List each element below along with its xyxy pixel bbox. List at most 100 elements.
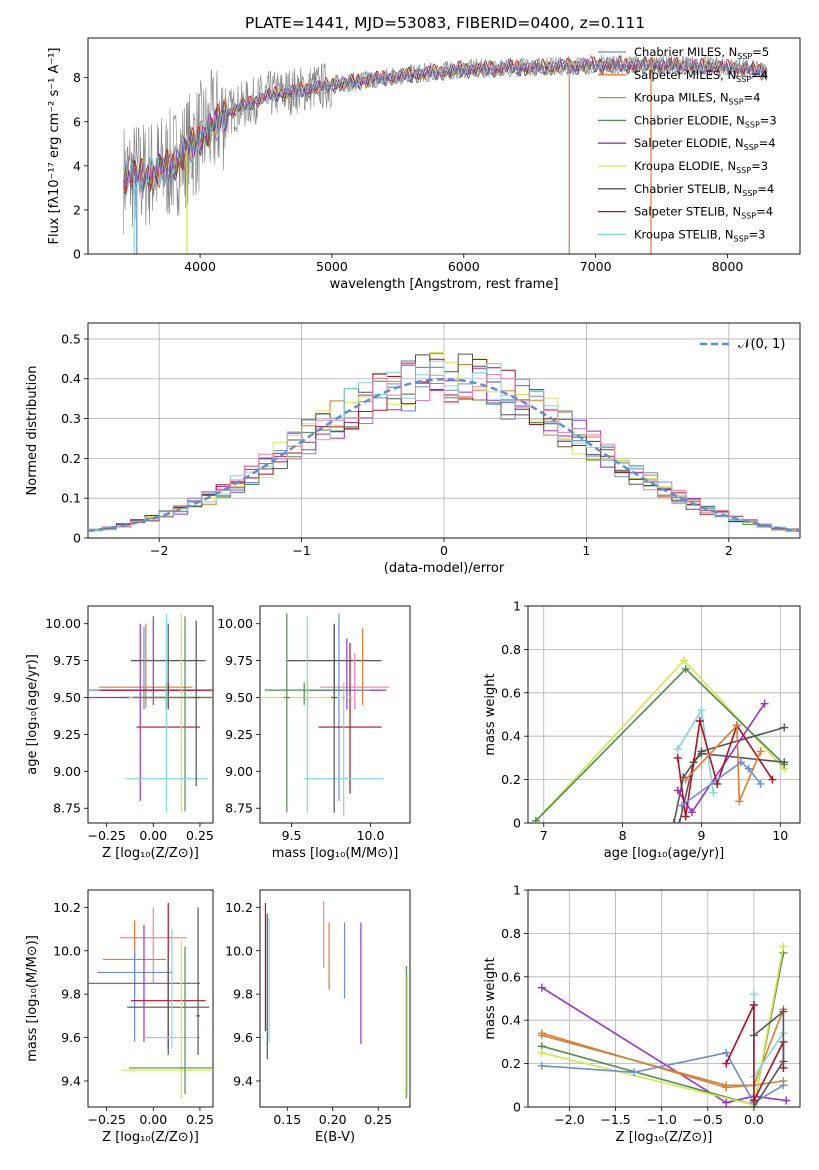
y-tick-label: 6 xyxy=(73,114,81,129)
mass-weight-marker xyxy=(537,1061,546,1070)
y-tick-label: 8.75 xyxy=(53,801,81,816)
legend-sub: SSP xyxy=(737,52,752,61)
legend-entry: Kroupa STELIB, NSSP=3 xyxy=(634,227,765,243)
chart-mass_vs_ebv: 0.15 0.20 0.25 9.4 9.6 9.8 10.0 10.2 E(B-V) xyxy=(225,889,411,1145)
x-tick-label: 5000 xyxy=(316,259,348,274)
chart-age_vs_mass: 9.5 10.0 8.75 9.00 9.25 9.50 9.75 10.00 mass [lo… xyxy=(217,605,411,861)
legend-entry: Salpeter STELIB, NSSP=4 xyxy=(634,205,773,221)
y-axis-label: mass weight xyxy=(483,957,498,1039)
figure-title: PLATE=1441, MJD=53083, FIBERID=0400, z=0… xyxy=(245,14,645,32)
y-tick-label: 9.4 xyxy=(233,1073,253,1088)
mass-weight-marker xyxy=(673,753,682,762)
legend-tail: =3 xyxy=(751,159,768,173)
y-tick-label: 1 xyxy=(513,883,521,898)
mass-weight-marker xyxy=(630,1068,639,1077)
legend-entry: Kroupa ELODIE, NSSP=3 xyxy=(634,159,768,175)
mass-weight-marker xyxy=(537,983,546,992)
mass-weight-marker xyxy=(735,797,744,806)
legend-entry: Salpeter ELODIE, NSSP=4 xyxy=(634,136,776,152)
mass-weight-line xyxy=(685,723,762,802)
x-tick-label: 2 xyxy=(725,543,733,558)
mass-weight-marker xyxy=(695,717,704,726)
mass-weight-marker xyxy=(713,779,722,788)
axes-frame xyxy=(527,889,801,1108)
mass-weight-line xyxy=(541,946,785,1106)
x-tick-label: 0.25 xyxy=(364,1112,392,1127)
mass-weight-marker xyxy=(537,1048,546,1057)
x-axis-label: wavelength [Angstrom, rest frame] xyxy=(330,277,559,292)
y-tick-label: 0.4 xyxy=(61,371,81,386)
legend-entry: Salpeter MILES, NSSP=4 xyxy=(634,68,768,84)
y-tick-label: 8 xyxy=(73,70,81,85)
y-tick-label: 0.1 xyxy=(61,491,81,506)
mass-weight-line xyxy=(541,1034,784,1087)
y-tick-label: 0.2 xyxy=(501,772,521,787)
x-tick-label: 4000 xyxy=(184,259,216,274)
mass-weight-marker xyxy=(677,801,686,810)
legend-entry: Chabrier STELIB, NSSP=4 xyxy=(634,182,774,198)
y-tick-label: 0 xyxy=(513,1100,521,1115)
y-tick-label: 0.2 xyxy=(61,451,81,466)
mass-weight-marker xyxy=(681,812,690,821)
y-tick-label: 9.6 xyxy=(61,1030,81,1045)
chart-massweight_vs_Z: −2.0 −1.5 −1.0 −0.5 0.0 0 0.2 0.4 0.6 0.8 1 Z [log₁… xyxy=(483,883,801,1145)
mass-weight-marker xyxy=(749,1103,758,1107)
legend-sub: SSP xyxy=(745,120,760,129)
x-tick-label: 10.0 xyxy=(357,828,385,843)
legend-tail: =4 xyxy=(744,91,761,105)
mass-weight-marker xyxy=(779,1081,788,1090)
x-tick-label: 6000 xyxy=(448,259,480,274)
legend-tail: =4 xyxy=(759,136,776,150)
y-tick-label: 10.2 xyxy=(53,900,81,915)
x-axis-label: Z [log₁₀(Z/Z⊙)] xyxy=(102,1130,199,1145)
mass-weight-marker xyxy=(697,706,706,715)
y-tick-label: 0.8 xyxy=(501,926,521,941)
residual-histogram xyxy=(88,360,800,531)
legend-sub: SSP xyxy=(729,98,744,107)
y-tick-label: 10.2 xyxy=(225,900,253,915)
axes-frame xyxy=(259,605,411,824)
mass-weight-marker xyxy=(782,1096,791,1105)
mass-weight-line xyxy=(541,986,787,1104)
y-tick-label: 10.0 xyxy=(225,943,253,958)
x-axis-label: E(B-V) xyxy=(315,1130,355,1145)
legend-tail: =4 xyxy=(751,68,768,82)
axes-frame xyxy=(87,37,801,255)
y-tick-label: 9.75 xyxy=(53,653,81,668)
y-tick-label: 0 xyxy=(73,531,81,546)
mass-weight-line xyxy=(753,994,785,1080)
mass-weight-marker xyxy=(779,1007,788,1016)
legend-sub: SSP xyxy=(736,75,751,84)
mass-weight-marker xyxy=(768,775,777,784)
mass-weight-marker xyxy=(537,1031,546,1040)
y-axis-label: mass weight xyxy=(483,673,498,755)
y-tick-label: 9.8 xyxy=(233,987,253,1002)
legend-tail: =5 xyxy=(752,45,769,59)
legend-name: Kroupa MILES, N xyxy=(634,91,729,105)
chart-residuals: −2 −1 0 1 2 0 0.1 0.2 0.3 0.4 0.5 (data-model)/erro… xyxy=(25,322,801,576)
mass-weight-marker xyxy=(779,942,788,951)
mass-weight-marker xyxy=(780,723,789,732)
y-tick-label: 0.4 xyxy=(501,1013,521,1028)
mass-weight-line xyxy=(753,1009,785,1107)
y-tick-label: 9.50 xyxy=(225,690,253,705)
y-tick-label: 9.25 xyxy=(225,727,253,742)
y-tick-label: 0 xyxy=(73,247,81,262)
x-tick-label: 1 xyxy=(582,543,590,558)
y-tick-label: 0.6 xyxy=(501,685,521,700)
x-tick-label: −1.5 xyxy=(600,1112,630,1127)
legend-tail: =4 xyxy=(756,205,773,219)
x-axis-label: Z [log₁₀(Z/Z⊙)] xyxy=(616,1130,713,1145)
mass-weight-marker xyxy=(681,775,690,784)
y-tick-label: 0.5 xyxy=(61,331,81,346)
mass-weight-marker xyxy=(749,1031,758,1040)
x-tick-label: −1 xyxy=(292,543,310,558)
legend-name: Kroupa ELODIE, N xyxy=(634,159,736,173)
chart-mass_vs_Z: −0.25 0.00 0.25 9.4 9.6 9.8 10.0 10.2 Z [log₁₀(Z… xyxy=(25,889,214,1145)
chart-spectrum: 4000 5000 6000 7000 8000 0 2 4 6 8 wavelength [Ang… xyxy=(47,37,801,292)
legend-sub: SSP xyxy=(744,143,759,152)
x-tick-label: −0.25 xyxy=(88,1112,126,1127)
y-tick-label: 9.6 xyxy=(233,1030,253,1045)
